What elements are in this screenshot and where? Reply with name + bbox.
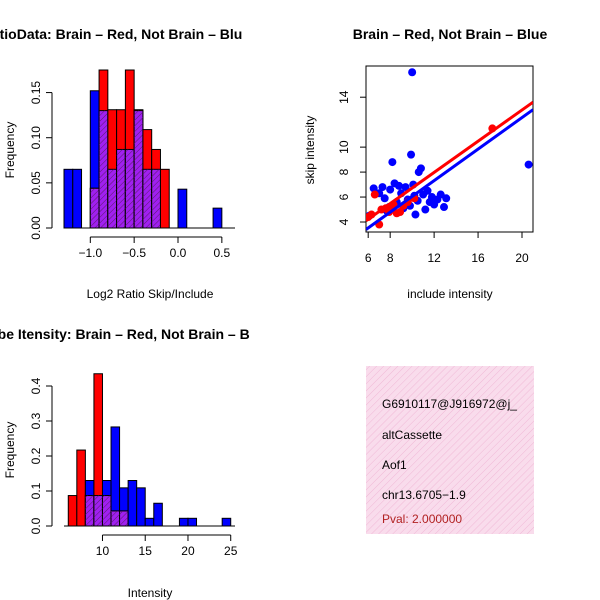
hist2-y-tick-label: 0.1 [29,482,43,499]
scatter-title: Brain – Red, Not Brain – Blue [353,26,548,42]
hist2-x-tick-label: 15 [139,544,153,558]
info-event-type: altCassette [382,428,442,442]
hist1-bar-red [159,168,170,229]
scatter-point-blue [440,203,449,212]
hist1-y-tick-label: 0.15 [29,81,43,105]
scatter-inner [366,68,533,231]
hist1-ylabel: Frequency [3,122,17,179]
scatter-point-blue [416,164,425,173]
hist2-y-tick-label: 0.0 [29,517,43,534]
hist1-bar-blue [212,207,223,229]
scatter-point-blue [423,186,432,195]
scatter-y-tick-label: 14 [337,90,351,104]
hist2-bar-blue [136,487,146,527]
hist1-y-tick-label: 0.10 [29,126,43,150]
info-gene: Aof1 [382,458,407,472]
scatter-y-tick-label: 10 [337,140,351,154]
info-pval: Pval: 2.000000 [382,512,462,526]
hist1-x-tick-label: −0.5 [122,246,146,260]
hist1-title: RatioData: Brain – Red, Not Brain – Blu [0,26,242,42]
info-panel-background [366,366,534,534]
hist2-bar-overlap-hatch [85,495,94,526]
scatter-plot-box [365,65,534,233]
scatter-point-blue [524,160,533,169]
scatter-point-blue [378,183,387,192]
hist2-bar-blue [127,480,138,527]
scatter-point-blue [380,194,389,203]
hist2-bar-blue [178,517,189,527]
hist1-bar-blue [63,168,74,229]
scatter-x-tick-label: 20 [515,251,529,265]
scatter-point-red [396,208,405,217]
hist2-x-tick-label: 10 [96,544,110,558]
hist2-bar-blue [144,517,155,527]
hist1-bar-overlap-hatch [151,169,161,228]
scatter-x-tick-label: 12 [427,251,441,265]
hist1-bar-blue [177,188,188,229]
hist2-y-tick-label: 0.2 [29,447,43,464]
scatter-point-blue [401,183,410,192]
hist2-bar-overlap-hatch [102,495,112,526]
hist1-bar-overlap-hatch [99,110,108,228]
hist2-x-tick-label: 25 [224,544,238,558]
hist2-y-tick-label: 0.3 [29,412,43,429]
scatter-plot: 6 8 12 16 20 4 6 8 10 14 [337,65,534,265]
hist1-bar-overlap-hatch [142,169,152,228]
info-panel: G6910117@J916972@j_ altCassette Aof1 chr… [366,366,534,534]
hist2-bar-overlap-hatch [111,510,120,526]
info-probe-id: G6910117@J916972@j_ [382,397,517,411]
hist1-x-tick-label: 0.0 [170,246,187,260]
scatter-point-blue [421,205,430,214]
hist1-x-tick-label: −1.0 [78,246,102,260]
scatter-y-tick-label: 8 [337,168,351,175]
hist2-bar-blue [187,517,198,527]
scatter-point-red [370,190,379,199]
scatter-point-blue [369,184,378,193]
hist2-x-tick-label: 20 [181,544,195,558]
hist2-plot: 10 15 20 25 0.0 0.1 0.2 0.3 0.4 [29,373,238,558]
scatter-point-blue [394,181,403,190]
hist2-bar-blue [153,502,163,527]
hist2-bar-overlap-hatch [93,495,103,526]
hist1-bar-overlap-hatch [107,169,117,228]
hist2-bar-overlap-hatch [119,510,129,526]
scatter-x-tick-label: 6 [365,251,372,265]
hist1-bar-blue [72,168,83,229]
scatter-point-blue [388,158,397,167]
hist2-y-tick-label: 0.4 [29,377,43,394]
hist1-bar-overlap-hatch [116,149,126,228]
scatter-fit-line-red [366,100,533,222]
hist1-bar-overlap-hatch [134,110,143,228]
hist1-bar-overlap-hatch [90,188,100,228]
scatter-point-blue [386,185,395,194]
hist1-plot: −1.0 −0.5 0.0 0.5 0.00 0.05 0.10 0.15 [29,69,235,260]
hist1-xlabel: Log2 Ratio Skip/Include [87,287,214,301]
hist2-title: Probe Itensity: Brain – Red, Not Brain –… [0,326,250,342]
scatter-y-tick-label: 4 [337,218,351,225]
scatter-ylabel: skip intensity [303,116,317,185]
hist1-bar-overlap-hatch [125,149,135,228]
scatter-point-blue [411,210,420,219]
scatter-x-tick-label: 8 [387,251,394,265]
scatter-x-tick-label: 16 [471,251,485,265]
info-location: chr13.6705−1.9 [382,488,466,502]
hist1-y-tick-label: 0.05 [29,171,43,195]
hist2-xlabel: Intensity [128,586,173,600]
hist2-ylabel: Frequency [3,422,17,479]
hist2-bar-red [76,449,86,527]
scatter-point-blue [442,194,451,203]
hist2-bar-blue [221,517,232,527]
scatter-point-blue [407,150,416,159]
hist1-x-tick-label: 0.5 [214,246,231,260]
scatter-y-tick-label: 6 [337,193,351,200]
scatter-fit-line-blue [366,108,533,231]
hist1-y-tick-label: 0.00 [29,216,43,240]
scatter-point-blue [408,68,417,77]
scatter-xlabel: include intensity [407,287,492,301]
hist2-bar-red [67,495,78,527]
